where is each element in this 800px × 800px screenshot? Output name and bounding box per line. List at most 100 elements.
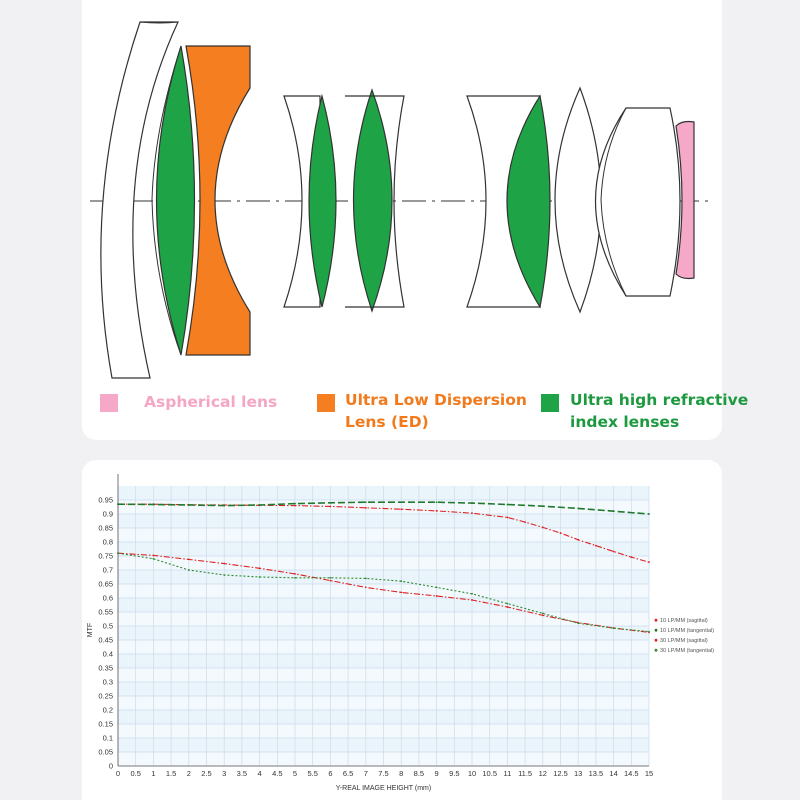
lens-element-5-uhr: [308, 93, 337, 308]
lens-element-6-uhr: [352, 88, 393, 313]
y-tick-label: 0.95: [98, 496, 113, 505]
x-tick-label: 5.5: [307, 769, 317, 778]
lens-element-7: [345, 95, 405, 308]
data-point: [400, 501, 403, 504]
x-tick-label: 4: [258, 769, 262, 778]
x-tick-label: 2: [187, 769, 191, 778]
y-tick-label: 0.25: [98, 692, 113, 701]
x-tick-label: 9.5: [449, 769, 459, 778]
data-point: [187, 558, 190, 561]
legend-entry: 10 LP/MM (sagittal): [660, 618, 708, 624]
data-point: [471, 512, 473, 515]
y-tick-label: 0.3: [103, 678, 113, 687]
data-point: [223, 504, 226, 507]
data-point: [364, 506, 367, 509]
data-point: [541, 614, 544, 617]
y-axis-title: MTF: [87, 623, 94, 637]
lens-element-9-uhr: [506, 94, 551, 309]
y-tick-label: 0.45: [98, 636, 113, 645]
data-point: [506, 516, 509, 519]
x-tick-label: 1: [151, 769, 155, 778]
lens-element-10: [554, 86, 602, 314]
data-point: [506, 602, 509, 605]
uhr-label-line1: Ultra high refractive: [570, 391, 749, 409]
y-tick-label: 0.15: [98, 720, 113, 729]
data-point: [223, 562, 226, 565]
data-point: [258, 576, 261, 578]
x-tick-label: 10.5: [482, 769, 497, 778]
legend-marker: [654, 638, 658, 642]
data-point: [435, 501, 438, 504]
data-point: [329, 505, 332, 508]
y-tick-label: 0.9: [103, 510, 113, 519]
lens-element-12-aspherical: [675, 120, 695, 280]
data-point: [294, 573, 296, 575]
data-point: [258, 567, 261, 570]
data-point: [187, 504, 190, 506]
data-point: [612, 550, 615, 553]
y-tick-label: 0.6: [103, 594, 113, 603]
x-tick-label: 7.5: [378, 769, 388, 778]
ed-legend-swatch: [317, 394, 335, 412]
lens-element-4: [283, 95, 321, 308]
y-tick-label: 0.75: [98, 552, 113, 561]
data-point: [258, 504, 261, 506]
series-line: [117, 552, 650, 633]
x-tick-label: 5: [293, 769, 297, 778]
data-point: [435, 586, 438, 589]
lens-element-11: [595, 107, 681, 297]
y-tick-label: 0.7: [103, 566, 113, 575]
data-point: [577, 622, 580, 625]
data-point: [612, 510, 615, 513]
data-point: [559, 532, 562, 534]
lens-element-3-ed: [185, 45, 251, 356]
legend-entry: 30 LP/MM (sagittal): [660, 638, 708, 644]
data-point: [471, 592, 473, 595]
x-tick-label: 11.5: [518, 769, 532, 778]
data-point: [294, 502, 296, 505]
data-point: [223, 574, 226, 576]
data-point: [648, 561, 650, 564]
data-point: [364, 501, 367, 504]
y-tick-label: 0.2: [103, 706, 113, 715]
x-tick-label: 7: [364, 769, 368, 778]
ed-label-line2: Lens (ED): [345, 413, 429, 431]
y-tick-label: 0: [109, 762, 113, 771]
x-tick-label: 8.5: [414, 769, 424, 778]
uhr-legend-swatch: [541, 394, 559, 412]
aspherical-label-text: Aspherical lens: [144, 393, 278, 411]
x-tick-label: 6.5: [343, 769, 353, 778]
data-point: [187, 569, 190, 571]
x-tick-label: 10: [468, 769, 476, 778]
data-point: [400, 591, 403, 594]
data-point: [630, 556, 633, 559]
uhr-label-line2: index lenses: [570, 413, 680, 431]
legend-marker: [654, 618, 658, 622]
y-tick-label: 0.55: [98, 608, 113, 617]
data-point: [364, 586, 367, 589]
y-tick-label: 0.85: [98, 524, 113, 533]
y-tick-label: 0.4: [103, 650, 113, 659]
data-point: [541, 612, 544, 615]
data-point: [294, 576, 296, 579]
data-point: [152, 554, 155, 557]
x-tick-label: 0: [116, 769, 120, 778]
data-point: [524, 521, 526, 524]
x-tick-label: 3: [222, 769, 226, 778]
legend-entry: 30 LP/MM (tangential): [660, 648, 714, 654]
data-point: [612, 627, 615, 630]
data-point: [506, 503, 509, 506]
uhr-legend-label: Ultra high refractive index lenses: [570, 389, 748, 433]
data-point: [471, 502, 473, 504]
ed-label-line1: Ultra Low Dispersion: [345, 391, 527, 409]
data-point: [117, 552, 119, 555]
data-point: [294, 504, 296, 507]
data-point: [329, 576, 332, 579]
lens-element-diagram: [90, 21, 712, 379]
x-tick-label: 3.5: [237, 769, 247, 778]
ed-legend-label: Ultra Low Dispersion Lens (ED): [345, 389, 527, 433]
x-tick-label: 14: [609, 769, 617, 778]
data-point: [329, 501, 332, 504]
x-tick-label: 4.5: [272, 769, 282, 778]
